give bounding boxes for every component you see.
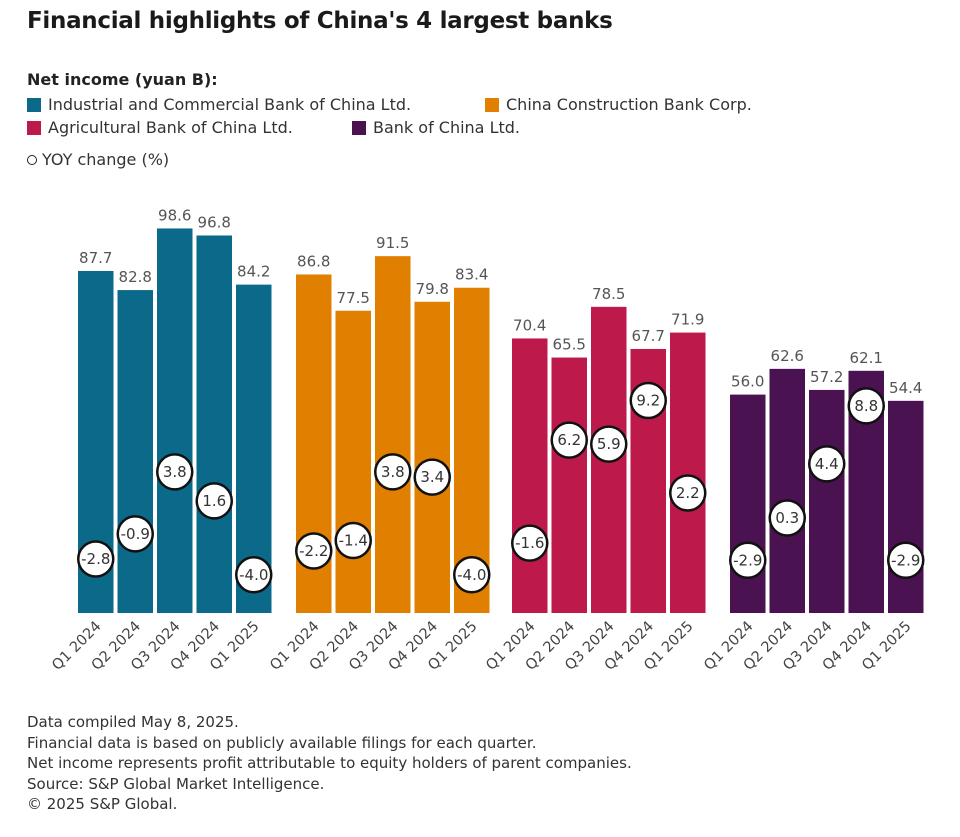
legend-label: YOY change (%): [42, 150, 170, 169]
yoy-label: 2.2: [676, 484, 700, 502]
value-label: 62.1: [850, 349, 883, 367]
yoy-marker: [887, 541, 925, 580]
bar: [414, 301, 450, 613]
legend-swatch: [485, 97, 499, 112]
yoy-label: 9.2: [636, 392, 660, 410]
yoy-marker: [295, 532, 333, 570]
value-label: 78.5: [592, 285, 625, 303]
legend-item-abc: Agricultural Bank of China Ltd.: [27, 118, 293, 137]
yoy-label: -1.6: [515, 534, 544, 552]
yoy-label: 5.9: [597, 435, 621, 453]
legend-item-boc: Bank of China Ltd.: [352, 118, 520, 137]
yoy-label: 1.6: [202, 492, 226, 510]
yoy-marker: [847, 387, 885, 425]
value-label: 62.6: [771, 347, 804, 365]
yoy-marker: [550, 421, 588, 459]
value-label: 86.8: [297, 252, 330, 270]
yoy-label: 0.3: [775, 509, 799, 527]
yoy-marker: [116, 515, 154, 553]
value-label: 98.6: [158, 206, 191, 224]
legend-title: Net income (yuan B):: [27, 70, 218, 89]
value-label: 67.7: [632, 327, 665, 345]
value-label: 96.8: [198, 213, 231, 231]
value-label: 79.8: [416, 280, 449, 298]
bar: [888, 400, 924, 613]
legend-swatch: [352, 120, 366, 135]
yoy-marker: [195, 482, 233, 520]
yoy-label: 8.8: [854, 397, 878, 415]
yoy-marker: [235, 556, 273, 594]
yoy-label: 3.4: [420, 468, 444, 486]
legend-item-ccb: China Construction Bank Corp.: [485, 95, 752, 114]
legend-swatch: [27, 120, 41, 135]
yoy-label: -4.0: [239, 566, 268, 584]
yoy-marker: [808, 445, 846, 483]
yoy-label: -4.0: [457, 566, 486, 584]
yoy-label: 3.8: [163, 463, 187, 481]
yoy-label: -2.2: [299, 542, 328, 560]
circle-icon: [27, 154, 37, 165]
yoy-marker: [590, 425, 628, 463]
footer-line: © 2025 S&P Global.: [27, 795, 178, 813]
value-label: 71.9: [671, 311, 704, 329]
bar: [157, 228, 193, 613]
legend-label: Bank of China Ltd.: [373, 118, 520, 137]
legend-item-yoy: YOY change (%): [27, 150, 169, 169]
yoy-marker: [453, 556, 491, 594]
yoy-label: -2.8: [81, 550, 110, 568]
footer-line: Net income represents profit attributabl…: [27, 754, 632, 772]
value-label: 65.5: [553, 336, 586, 354]
yoy-marker: [629, 381, 667, 420]
yoy-marker: [77, 540, 115, 578]
yoy-label: 3.8: [381, 463, 405, 481]
footer-notes: Data compiled May 8, 2025. Financial dat…: [27, 712, 632, 815]
value-label: 84.2: [237, 263, 270, 281]
footer-line: Data compiled May 8, 2025.: [27, 713, 239, 731]
yoy-marker: [669, 474, 707, 512]
yoy-marker: [374, 453, 412, 491]
value-label: 57.2: [810, 368, 843, 386]
bar: [551, 357, 587, 613]
chart-title: Financial highlights of China's 4 larges…: [27, 8, 613, 34]
legend-item-icbc: Industrial and Commercial Bank of China …: [27, 95, 411, 114]
value-label: 56.0: [731, 373, 764, 391]
bar: [335, 310, 371, 613]
yoy-label: 4.4: [815, 455, 839, 473]
bar: [670, 332, 706, 613]
value-label: 70.4: [513, 316, 546, 334]
value-label: 87.7: [79, 249, 112, 267]
yoy-marker: [334, 521, 372, 560]
footer-line: Financial data is based on publicly avai…: [27, 733, 537, 752]
yoy-label: -1.4: [339, 531, 368, 549]
bar: [375, 256, 411, 613]
legend-label: Industrial and Commercial Bank of China …: [48, 95, 412, 114]
footer-line: Source: S&P Global Market Intelligence.: [27, 774, 325, 793]
bar: [512, 338, 548, 613]
yoy-marker: [156, 453, 194, 491]
bar: [117, 290, 153, 613]
legend-label: China Construction Bank Corp.: [506, 95, 752, 114]
yoy-label: -0.9: [121, 525, 150, 543]
legend-swatch: [27, 97, 41, 112]
legend-label: Agricultural Bank of China Ltd.: [48, 118, 293, 137]
yoy-label: -2.9: [891, 551, 920, 569]
bar: [196, 235, 232, 614]
yoy-marker: [413, 458, 451, 496]
yoy-marker: [729, 541, 767, 580]
yoy-label: -2.9: [733, 551, 762, 569]
value-label: 54.4: [889, 379, 922, 397]
bar: [809, 389, 845, 613]
value-label: 91.5: [376, 234, 409, 252]
bar: [769, 368, 805, 613]
value-label: 82.8: [119, 268, 152, 286]
value-label: 77.5: [337, 289, 370, 307]
yoy-marker: [511, 524, 549, 562]
yoy-label: 6.2: [557, 431, 581, 449]
yoy-marker: [768, 499, 806, 537]
value-label: 83.4: [455, 266, 488, 284]
bar: [730, 394, 766, 613]
